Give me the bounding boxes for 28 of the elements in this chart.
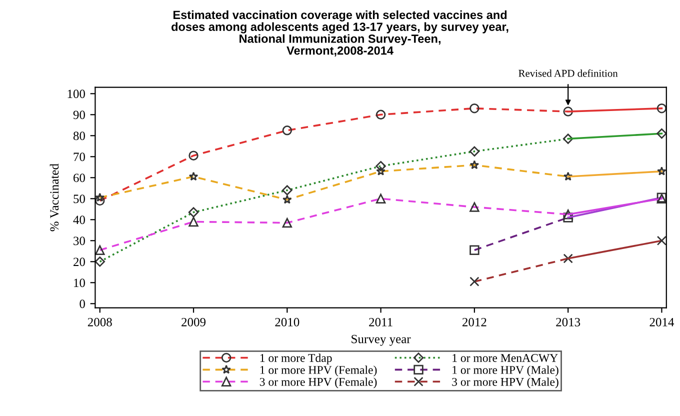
y-tick-label: 30 xyxy=(74,236,85,246)
y-tick-label: 20 xyxy=(74,258,85,266)
legend-label: 1 or more HPV (Female) xyxy=(260,366,377,376)
x-tick-label: 2010 xyxy=(275,318,300,326)
y-tick-label: 70 xyxy=(74,152,85,162)
x-tick-label: 2008 xyxy=(88,318,112,326)
y-tick-label: 80 xyxy=(73,132,85,140)
y-axis-title: % Vaccinated xyxy=(50,164,59,232)
legend-label: 1 or more HPV (Male) xyxy=(452,366,558,376)
y-tick-label: 60 xyxy=(74,174,85,182)
y-tick-label: 90 xyxy=(73,110,85,120)
legend-label: 3 or more HPV (Male) xyxy=(452,378,558,388)
y-tick-label: 50 xyxy=(74,194,85,204)
x-tick-label: 2009 xyxy=(182,318,206,326)
x-tick-label: 2014 xyxy=(650,318,674,326)
legend-label: 1 or more Tdap xyxy=(260,354,332,364)
x-axis-title: Survey year xyxy=(352,334,411,346)
y-tick-label: 0 xyxy=(80,300,85,308)
x-tick-label: 2011 xyxy=(369,318,392,326)
y-tick-label: 10 xyxy=(74,278,85,288)
y-tick-label: 40 xyxy=(73,216,85,224)
x-tick-label: 2013 xyxy=(556,318,580,326)
x-tick-label: 2012 xyxy=(462,318,486,326)
legend-label: 3 or more HPV (Female) xyxy=(260,378,377,388)
annotation: Revised APD definition xyxy=(518,69,618,77)
y-tick-label: 100 xyxy=(68,90,85,98)
chart-title: Estimated vaccination coverage with selected vaccines and doses among adolescents aged 13-17 years, by survey year, National Immunization Survey-Teen, Vermont,2008-2014 xyxy=(172,10,508,56)
legend-label: 1 or more MenACWY xyxy=(452,354,558,362)
